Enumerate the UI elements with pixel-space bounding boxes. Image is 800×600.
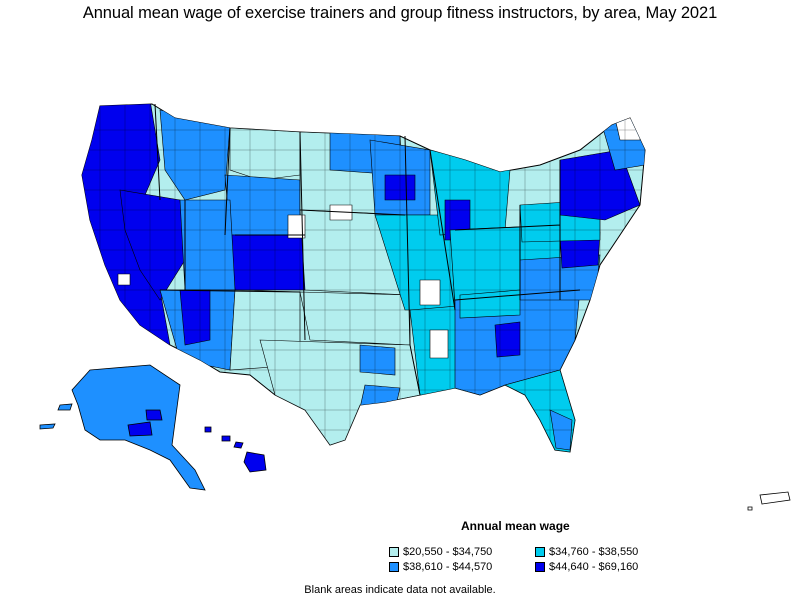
legend-swatch-3 [389, 562, 399, 572]
region-atlanta [494, 321, 521, 358]
legend-label-4: $44,640 - $69,160 [549, 561, 639, 573]
region-colorado [229, 234, 306, 291]
legend-item-3: $38,610 - $44,570 [389, 561, 492, 573]
legend-swatch-1 [389, 547, 399, 557]
hawaii [204, 426, 267, 473]
region-oklahoma [299, 291, 411, 346]
legend-item-4: $44,640 - $69,160 [535, 561, 638, 573]
blank-areas [117, 204, 449, 359]
region-texas-houston [359, 384, 401, 411]
legend-title: Annual mean wage [461, 519, 570, 533]
legend-label-3: $38,610 - $44,570 [403, 561, 493, 573]
region-tennessee-north [459, 289, 521, 319]
legend-swatch-2 [535, 547, 545, 557]
state-borders [154, 103, 581, 396]
map-title: Annual mean wage of exercise trainers an… [82, 4, 718, 22]
legend-swatch-4 [535, 562, 545, 572]
legend-label-2: $34,760 - $38,550 [549, 546, 639, 558]
legend-item-1: $20,550 - $34,750 [389, 546, 492, 558]
region-arizona-phoenix [179, 289, 211, 346]
legend-label-1: $20,550 - $34,750 [403, 546, 493, 558]
region-montana [229, 127, 301, 181]
legend-item-2: $34,760 - $38,550 [535, 546, 638, 558]
region-texas-dallas [359, 344, 396, 376]
blank-areas-note: Blank areas indicate data not available. [304, 584, 496, 596]
region-utah [179, 199, 236, 291]
puerto-rico [747, 491, 791, 511]
alaska [39, 364, 206, 491]
